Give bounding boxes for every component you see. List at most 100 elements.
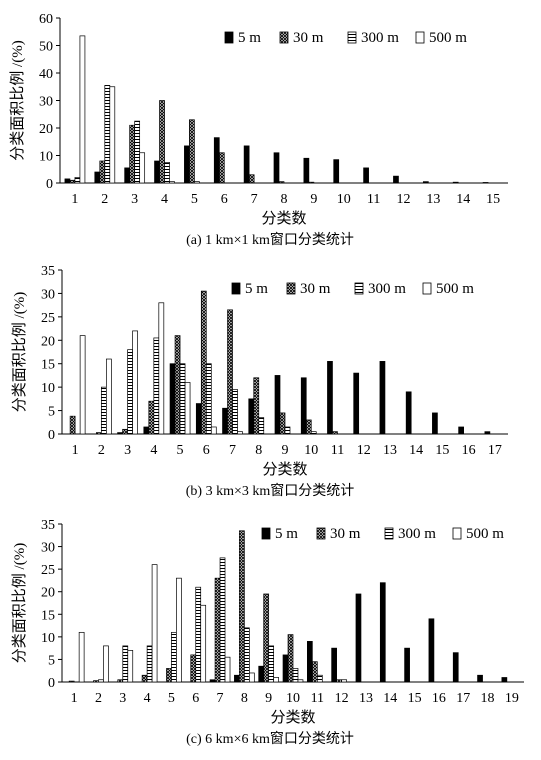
bar-500m-cat-3	[132, 330, 138, 435]
x-tick-label: 1	[71, 691, 78, 706]
bar-300m-cat-7	[219, 557, 226, 683]
y-tick-label: 5	[48, 653, 55, 668]
y-tick-label: 30	[41, 541, 55, 556]
y-tick-label: 20	[41, 586, 55, 601]
bar-300m-cat-6	[195, 586, 202, 683]
y-axis-label: 分类面积比例 /(%)	[11, 543, 28, 663]
legend: 5 m 30 m 300 m 500 m	[231, 281, 474, 297]
legend-label: 5 m	[275, 526, 298, 542]
legend: 5 m 30 m 300 m 500 m	[224, 30, 467, 46]
legend-label: 500 m	[429, 30, 467, 46]
bar-30m-cat-5	[189, 119, 195, 184]
x-tick-label: 4	[150, 443, 157, 458]
bar-300m-cat-4	[164, 162, 170, 184]
legend-swatch	[279, 31, 289, 44]
bar-30m-cat-1	[69, 179, 76, 184]
bar-30m-cat-1	[69, 415, 76, 435]
bar-5m-cat-5	[184, 145, 190, 184]
x-tick-label: 19	[505, 691, 519, 706]
bar-5m-cat-3	[124, 167, 131, 184]
legend-swatch	[384, 527, 394, 540]
bar-5m-cat-11	[307, 641, 313, 683]
bar-5m-cat-9	[258, 665, 265, 683]
bar-30m-cat-2	[99, 160, 106, 184]
x-tick-label: 9	[310, 192, 317, 207]
bar-5m-cat-6	[213, 137, 220, 184]
bar-500m-cat-4	[169, 181, 175, 184]
bar-300m-cat-2	[98, 679, 104, 683]
x-tick-label: 10	[337, 192, 351, 207]
x-tick-label: 9	[282, 443, 289, 458]
bar-5m-cat-8	[273, 152, 280, 184]
bar-500m-cat-3	[127, 650, 134, 683]
bar-30m-cat-9	[279, 412, 286, 435]
bar-5m-cat-12	[353, 372, 360, 435]
bar-5m-cat-7	[243, 145, 250, 184]
legend-label: 30 m	[300, 281, 331, 297]
bar-500m-cat-3	[139, 152, 146, 184]
bar-300m-cat-3	[122, 645, 129, 683]
bar-30m-cat-1	[68, 680, 75, 683]
bar-5m-cat-11	[327, 361, 333, 435]
bar-5m-cat-12	[393, 175, 399, 184]
x-tick-label: 2	[95, 691, 102, 706]
bar-30m-cat-6	[218, 152, 225, 184]
bar-500m-cat-1	[79, 335, 86, 435]
bar-300m-cat-10	[310, 431, 317, 435]
legend-label: 5 m	[238, 30, 261, 46]
bar-30m-cat-9	[308, 181, 315, 184]
bar-30m-cat-7	[248, 174, 255, 184]
bar-300m-cat-4	[146, 645, 153, 683]
bar-5m-cat-11	[363, 167, 369, 184]
x-tick-label: 12	[335, 691, 349, 706]
bar-300m-cat-1	[74, 177, 81, 184]
x-tick-label: 16	[462, 443, 476, 458]
y-tick-label: 30	[41, 287, 55, 302]
y-tick-label: 0	[48, 676, 55, 691]
legend-label: 300 m	[361, 30, 399, 46]
bar-5m-cat-18	[477, 674, 483, 683]
x-tick-label: 8	[241, 691, 248, 706]
bar-5m-cat-13	[379, 361, 386, 435]
bar-30m-cat-6	[200, 290, 207, 435]
bar-30m-cat-4	[159, 100, 165, 184]
bar-5m-cat-15	[432, 412, 438, 435]
bar-300m-cat-8	[244, 627, 250, 683]
y-tick-label: 10	[39, 150, 53, 165]
bar-300m-cat-2	[104, 85, 111, 184]
bar-5m-cat-1	[64, 178, 71, 184]
bar-500m-cat-7	[224, 656, 231, 683]
x-tick-label: 3	[119, 691, 126, 706]
y-tick-label: 60	[39, 12, 53, 27]
x-tick-label: 17	[456, 691, 470, 706]
bar-5m-cat-4	[143, 426, 150, 435]
bar-500m-cat-4	[151, 564, 158, 683]
x-tick-label: 7	[229, 443, 236, 458]
bar-5m-cat-10	[282, 654, 289, 683]
legend-label: 30 m	[293, 30, 324, 46]
x-tick-label: 6	[192, 691, 199, 706]
x-tick-label: 4	[144, 691, 151, 706]
y-tick-label: 40	[39, 67, 53, 82]
x-tick-label: 13	[383, 443, 397, 458]
x-tick-label: 14	[456, 192, 470, 207]
y-tick-label: 10	[41, 381, 55, 396]
x-tick-label: 7	[251, 192, 258, 207]
legend-swatch	[354, 282, 364, 295]
bar-500m-cat-9	[273, 677, 280, 683]
y-axis-label: 分类面积比例 /(%)	[11, 292, 28, 412]
x-tick-label: 13	[359, 691, 373, 706]
bar-5m-cat-13	[422, 181, 429, 184]
x-tick-label: 3	[131, 192, 138, 207]
x-tick-label: 15	[408, 691, 422, 706]
bar-5m-cat-7	[209, 679, 216, 683]
y-tick-label: 15	[41, 358, 55, 373]
bar-5m-cat-14	[379, 582, 386, 683]
bar-5m-cat-19	[501, 677, 508, 683]
x-axis-label: 分类数	[262, 461, 307, 478]
bar-30m-cat-2	[95, 432, 102, 435]
x-tick-label: 9	[265, 691, 272, 706]
x-tick-label: 11	[331, 443, 344, 458]
